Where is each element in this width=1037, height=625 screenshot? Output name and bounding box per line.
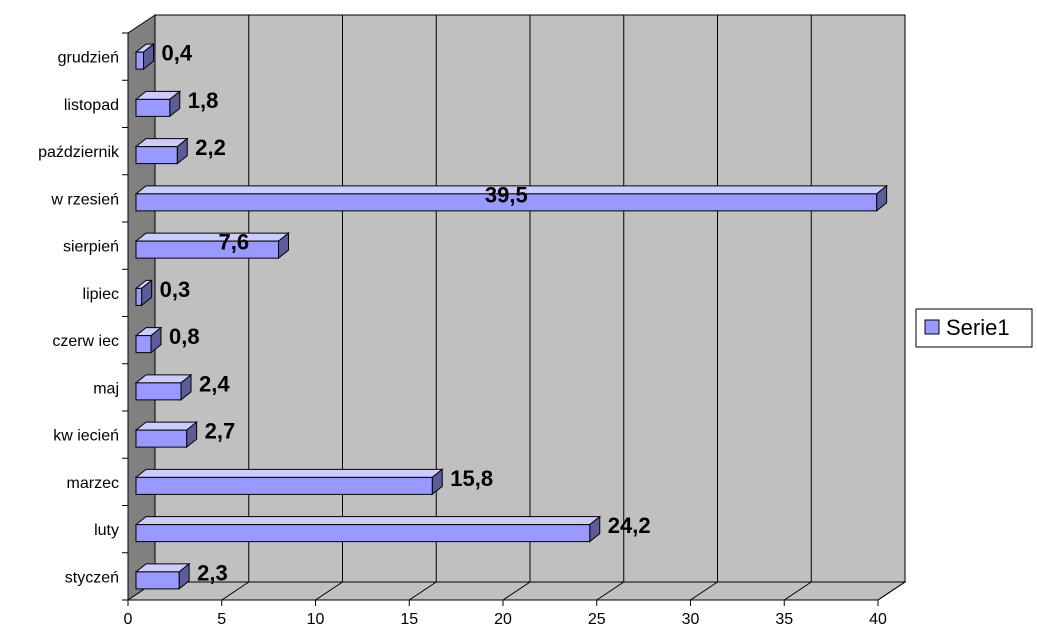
bar-front (135, 240, 279, 259)
y-category-label: lipiec (83, 286, 119, 303)
bars (134, 43, 889, 590)
plot-walls (126, 14, 907, 601)
data-label: 0,4 (162, 41, 193, 66)
bar (134, 43, 155, 71)
bar-top (134, 516, 602, 526)
bar-top (134, 468, 444, 478)
bar (134, 137, 189, 165)
bar (134, 232, 290, 260)
data-label: 2,2 (195, 135, 226, 160)
x-axis: 0 5 10 15 20 25 30 35 40 (124, 599, 887, 625)
bar (134, 90, 182, 118)
y-category-label: październik (38, 144, 120, 161)
bar-top (134, 232, 290, 242)
y-axis: styczeń luty marzec kw iecień maj czerw iec li… (38, 32, 129, 601)
floor-gridline (596, 581, 625, 601)
bar (134, 515, 602, 543)
x-tick-label: 25 (588, 611, 606, 625)
bar (134, 326, 163, 354)
data-label: 0,3 (160, 277, 191, 302)
bar (134, 562, 191, 590)
bar (134, 184, 889, 212)
bar-front (135, 51, 144, 70)
bar (134, 468, 444, 496)
bar-front (135, 193, 878, 212)
y-category-label: kw iecień (53, 428, 119, 445)
bar-front (135, 335, 152, 354)
data-labels: 2,3 24,2 15,8 2,7 2,4 0,8 0,3 7,6 39,5 2,2 1,8 0,4 (160, 41, 651, 586)
legend-swatch (924, 319, 940, 335)
legend-label: Serie1 (946, 315, 1010, 340)
y-category-label: listopad (64, 97, 119, 114)
x-tick-label: 30 (682, 611, 700, 625)
y-category-label: grudzień (58, 50, 119, 67)
bar-front (135, 382, 182, 401)
x-tick-label: 10 (307, 611, 325, 625)
y-category-label: czerw iec (52, 333, 119, 350)
floor-gridline (408, 581, 437, 601)
data-label: 2,4 (199, 371, 230, 396)
bar-front (135, 146, 178, 165)
data-label: 24,2 (608, 513, 651, 538)
data-label: 15,8 (450, 466, 493, 491)
data-label: 39,5 (485, 182, 528, 207)
floor-gridline (783, 581, 812, 601)
floor-gridline (502, 581, 531, 601)
y-category-label: luty (94, 522, 119, 539)
y-category-label: w rzesień (50, 191, 119, 208)
data-label: 1,8 (188, 88, 219, 113)
bar-front (135, 98, 171, 117)
data-label: 2,3 (197, 560, 228, 585)
bar-front (135, 429, 188, 448)
legend: Serie1 (915, 308, 1033, 348)
floor-gridline (690, 581, 718, 601)
bar-front (135, 476, 433, 495)
bar-front (135, 571, 180, 590)
floor-gridline (315, 581, 343, 601)
bar (134, 373, 193, 401)
y-category-label: styczeń (65, 569, 119, 586)
x-tick-label: 0 (124, 611, 133, 625)
bar-front (135, 524, 591, 543)
y-category-label: marzec (67, 475, 119, 492)
x-tick-label: 5 (217, 611, 226, 625)
x-tick-label: 15 (400, 611, 418, 625)
bar (134, 279, 154, 307)
y-category-label: maj (93, 380, 119, 397)
bar (134, 421, 199, 449)
x-tick-label: 20 (494, 611, 512, 625)
floor-gridline (221, 581, 250, 601)
bar-front (135, 287, 143, 306)
x-tick-label: 35 (775, 611, 793, 625)
y-category-label: sierpień (63, 239, 119, 256)
data-label: 0,8 (169, 324, 200, 349)
data-label: 7,6 (219, 230, 250, 255)
floor-gridline (877, 581, 906, 601)
data-label: 2,7 (205, 419, 236, 444)
x-tick-label: 40 (869, 611, 887, 625)
